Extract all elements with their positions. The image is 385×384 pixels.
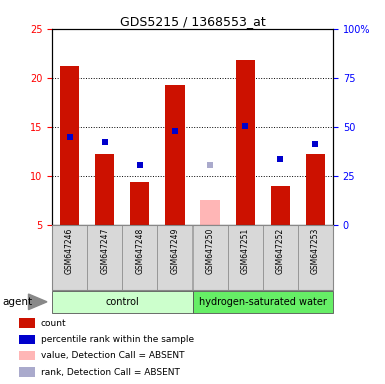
Text: agent: agent (2, 297, 32, 307)
Text: count: count (41, 319, 66, 328)
Bar (192, 225, 228, 290)
Bar (298, 225, 333, 290)
Bar (52, 291, 192, 313)
Bar (60, 66, 79, 225)
Text: percentile rank within the sample: percentile rank within the sample (41, 335, 194, 344)
Bar (165, 84, 184, 225)
Bar (52, 225, 87, 290)
Bar (19, 335, 35, 344)
Text: rank, Detection Call = ABSENT: rank, Detection Call = ABSENT (41, 367, 180, 376)
Text: GSM647251: GSM647251 (241, 227, 250, 273)
Bar (130, 182, 149, 225)
Text: GSM647253: GSM647253 (311, 227, 320, 274)
Bar (263, 225, 298, 290)
Polygon shape (28, 294, 47, 310)
Bar (306, 154, 325, 225)
Text: GSM647247: GSM647247 (100, 227, 109, 274)
Bar (157, 225, 192, 290)
Bar (95, 154, 114, 225)
Bar (19, 351, 35, 360)
Text: GSM647248: GSM647248 (135, 227, 144, 273)
Bar (228, 225, 263, 290)
Bar (19, 367, 35, 377)
Text: GSM647249: GSM647249 (171, 227, 179, 274)
Text: hydrogen-saturated water: hydrogen-saturated water (199, 297, 327, 307)
Text: control: control (105, 297, 139, 307)
Bar (201, 200, 220, 225)
Text: GSM647246: GSM647246 (65, 227, 74, 274)
Bar (19, 318, 35, 328)
Bar (87, 225, 122, 290)
Bar (192, 291, 333, 313)
Text: value, Detection Call = ABSENT: value, Detection Call = ABSENT (41, 351, 184, 360)
Text: GSM647252: GSM647252 (276, 227, 285, 273)
Bar (236, 60, 255, 225)
Title: GDS5215 / 1368553_at: GDS5215 / 1368553_at (120, 15, 265, 28)
Text: GSM647250: GSM647250 (206, 227, 214, 274)
Bar (122, 225, 157, 290)
Bar (271, 187, 290, 225)
